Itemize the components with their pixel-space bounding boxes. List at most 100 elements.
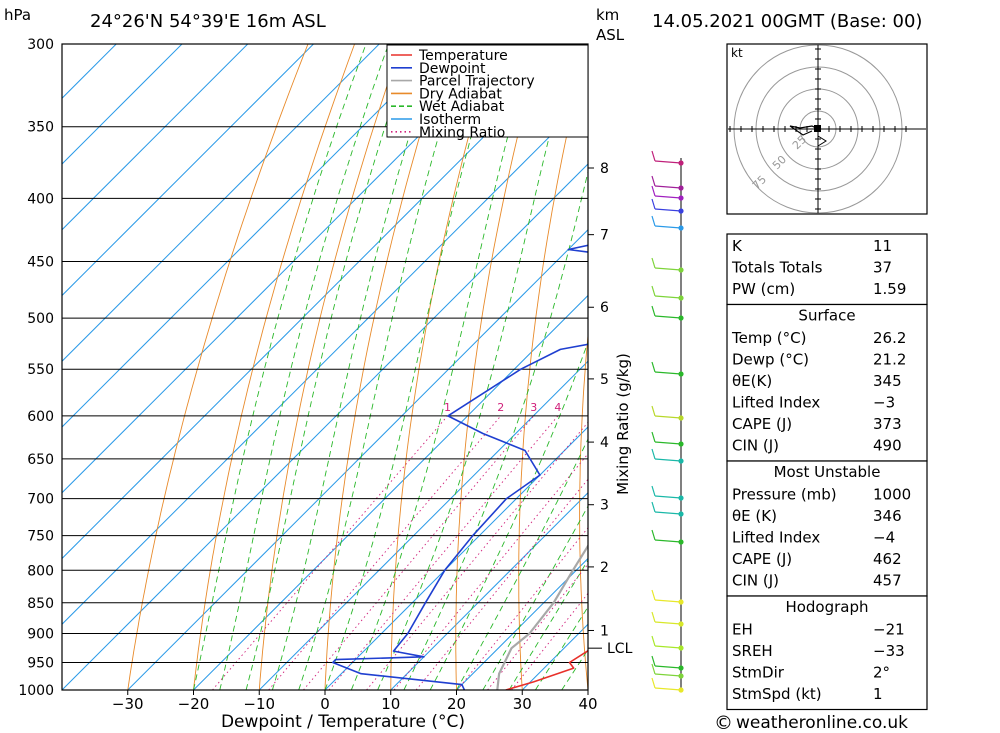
pressure-tick-label: 700	[27, 492, 54, 508]
wet-adiabat-line	[245, 44, 413, 690]
legend-label: Wet Adiabat	[419, 99, 505, 115]
hodograph-stats-row-value: 1	[873, 685, 883, 703]
wind-barb-shaft	[654, 687, 682, 691]
most-unstable-row-label: CAPE (J)	[732, 550, 792, 568]
wind-barb-flag	[651, 185, 656, 197]
hodograph-arrow	[817, 135, 827, 147]
isotherm-line	[62, 44, 117, 99]
wind-barb-shaft	[654, 225, 682, 229]
wind-barb-shaft	[654, 185, 682, 189]
most-unstable-row-value: 346	[873, 507, 902, 525]
height-axis-unit: km	[596, 6, 619, 24]
dry-adiabat-line	[639, 44, 681, 690]
temperature-tick-label: 10	[381, 695, 400, 713]
wind-barb-flag	[651, 361, 656, 373]
hodograph-stats-row-value: 2°	[873, 664, 890, 682]
surface-row-value: 373	[873, 415, 902, 433]
pressure-tick-label: 500	[27, 311, 54, 327]
pressure-axis-unit: hPa	[4, 6, 31, 24]
wind-barb-flag	[651, 501, 656, 513]
indices-row-label: Totals Totals	[731, 259, 823, 277]
hodograph-stats-row-label: EH	[732, 621, 753, 639]
wind-barb-shaft	[654, 441, 682, 445]
wind-barb-shaft	[654, 160, 682, 164]
wind-barb-shaft	[654, 458, 682, 462]
surface-row-value: 21.2	[873, 351, 906, 369]
pressure-tick-label: 350	[27, 120, 54, 136]
isotherm-line	[62, 44, 577, 560]
wet-adiabat-line	[298, 44, 467, 690]
surface-row-value: 26.2	[873, 329, 906, 347]
wind-barb-flag	[651, 448, 656, 460]
dry-adiabat-line	[324, 44, 449, 690]
wind-barb-shaft	[654, 371, 682, 375]
legend-label: Parcel Trajectory	[419, 74, 535, 90]
hodograph-stats-title: Hodograph	[785, 598, 868, 616]
height-tick-label: 1	[600, 623, 609, 639]
dry-adiabat-line	[193, 44, 356, 690]
pressure-tick-label: 300	[27, 37, 54, 53]
wind-barb-shaft	[654, 621, 682, 625]
wind-barb-shaft	[654, 495, 682, 499]
mixing-ratio-value-label: 1	[444, 401, 451, 414]
most-unstable-row-label: θE (K)	[732, 507, 777, 525]
parcel-trajectory-line	[496, 543, 588, 690]
hodograph-stats-row-label: StmDir	[732, 664, 785, 682]
isotherm-line	[62, 44, 512, 494]
wind-barb-flag	[651, 485, 656, 497]
wind-barb-shaft	[654, 645, 682, 649]
wind-barb-flag	[651, 215, 656, 227]
surface-row-label: θE(K)	[732, 372, 772, 390]
indices-row-value: 37	[873, 259, 892, 277]
stability-indices-panel: K 11 Totals Totals 37 PW (cm) 1.59 Surface Temp…	[726, 233, 928, 711]
dry-adiabat-line	[455, 44, 542, 690]
skewt-background-lines	[62, 44, 728, 690]
isotherm-line	[456, 557, 588, 690]
wind-barb-flag	[651, 663, 656, 675]
legend-box	[386, 44, 589, 138]
temperature-tick-label: 30	[513, 695, 532, 713]
surface-row-label: Lifted Index	[732, 394, 820, 412]
hodograph-stats-row-value: −21	[873, 621, 905, 639]
isotherm-line	[390, 492, 588, 690]
dry-adiabat-line	[696, 44, 728, 690]
dry-adiabat-line	[390, 44, 495, 690]
surface-row-value: −3	[873, 394, 895, 412]
wind-barb-flag	[651, 405, 656, 417]
wind-barb-flag	[651, 655, 656, 667]
wind-barb-flag	[651, 175, 656, 187]
dry-adiabat-line	[127, 44, 309, 690]
pressure-tick-label: 1000	[18, 683, 54, 699]
hodograph-trace	[789, 125, 819, 136]
indices-row-value: 1.59	[873, 280, 906, 298]
wind-barb-flag	[651, 150, 656, 162]
dewpoint-line	[332, 244, 588, 690]
surface-row-label: Temp (°C)	[731, 329, 806, 347]
isotherm-line	[127, 229, 588, 690]
isotherm-line	[62, 44, 249, 231]
temperature-line	[505, 649, 588, 690]
hodograph-unit: kt	[731, 46, 743, 60]
most-unstable-row-label: Pressure (mb)	[732, 486, 837, 504]
surface-row-label: CIN (J)	[732, 437, 779, 455]
pressure-tick-label: 600	[27, 409, 54, 425]
wind-barb-shaft	[654, 208, 682, 212]
height-tick-label: 4	[600, 435, 609, 451]
pressure-tick-label: 850	[27, 596, 54, 612]
isotherm-line	[62, 44, 380, 362]
wet-adiabat-line	[350, 44, 534, 690]
hodograph-storm-motion-marker	[814, 125, 821, 132]
pressure-tick-label: 400	[27, 191, 54, 207]
pressure-tick-label: 800	[27, 563, 54, 579]
x-axis-title: Dewpoint / Temperature (°C)	[221, 712, 465, 732]
wind-barb-flag	[651, 198, 656, 210]
hodograph-stats-row-label: SREH	[732, 642, 773, 660]
surface-row-label: CAPE (J)	[732, 415, 792, 433]
wind-barb-flag	[651, 529, 656, 541]
most-unstable-row-label: Lifted Index	[732, 529, 820, 547]
surface-row-value: 345	[873, 372, 902, 390]
mixing-ratio-line	[212, 415, 448, 690]
surface-row-label: Dewp (°C)	[732, 351, 809, 369]
legend-label: Mixing Ratio	[419, 125, 505, 141]
isotherm-line	[62, 44, 446, 428]
